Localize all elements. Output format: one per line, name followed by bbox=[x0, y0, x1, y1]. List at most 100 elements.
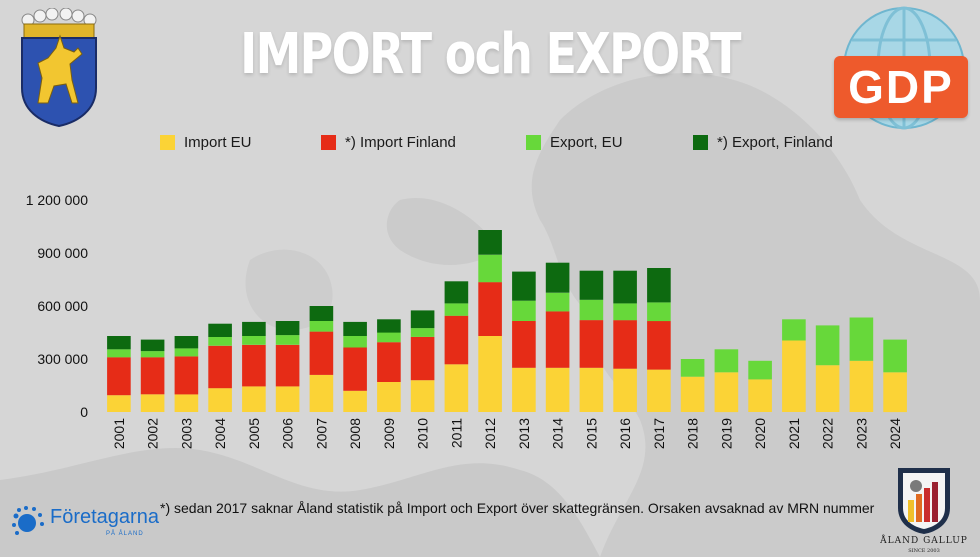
bar-segment-2005-series-0 bbox=[242, 386, 266, 412]
bar-segment-2022-series-0 bbox=[815, 365, 840, 412]
x-tick-label: 2010 bbox=[415, 418, 431, 449]
y-tick-label: 600 000 bbox=[37, 298, 88, 314]
bar-segment-2015-series-1 bbox=[579, 320, 604, 368]
bar-segment-2017-series-2 bbox=[647, 302, 671, 322]
bar-segment-2015-series-0 bbox=[579, 367, 604, 412]
x-tick-label: 2006 bbox=[280, 418, 296, 449]
bar-segment-2007-series-1 bbox=[309, 331, 334, 375]
gallup-since: SINCE 2003 bbox=[908, 548, 940, 554]
bar-segment-2020-series-0 bbox=[748, 379, 772, 412]
foretagarna-name: Företagarna bbox=[50, 506, 159, 528]
x-tick-label: 2014 bbox=[550, 418, 566, 449]
bar-segment-2008-series-1 bbox=[343, 347, 367, 391]
legend-label: Import EU bbox=[184, 133, 252, 151]
legend-label: Export, EU bbox=[550, 133, 623, 151]
x-tick-label: 2013 bbox=[516, 418, 532, 449]
x-tick-label: 2022 bbox=[820, 418, 836, 449]
bar-segment-2009-series-2 bbox=[377, 332, 401, 343]
bar-segment-2019-series-2 bbox=[714, 349, 739, 373]
bar-segment-2013-series-2 bbox=[512, 300, 536, 321]
bar-segment-2013-series-1 bbox=[512, 321, 536, 368]
bar-segment-2013-series-0 bbox=[512, 367, 536, 412]
x-tick-label: 2002 bbox=[145, 418, 161, 449]
legend-item-export-finland: *) Export, Finland bbox=[693, 130, 833, 154]
bar-segment-2012-series-1 bbox=[478, 282, 502, 336]
bar-segment-2023-series-2 bbox=[849, 317, 874, 361]
bar-segment-2011-series-3 bbox=[444, 281, 469, 304]
x-tick-label: 2012 bbox=[482, 418, 498, 449]
legend-item-import-finland: *) Import Finland bbox=[321, 130, 456, 154]
x-tick-label: 2018 bbox=[685, 418, 701, 449]
x-tick-label: 2017 bbox=[651, 418, 667, 449]
gallup-name: ÅLAND GALLUP bbox=[880, 536, 968, 546]
bar-segment-2006-series-0 bbox=[275, 386, 300, 412]
foretagarna-sub: PÅ ÅLAND bbox=[106, 531, 144, 537]
bar-segment-2005-series-3 bbox=[242, 321, 266, 336]
bar-segment-2003-series-2 bbox=[174, 348, 199, 357]
x-tick-label: 2024 bbox=[887, 418, 903, 449]
x-tick-label: 2019 bbox=[718, 418, 734, 449]
bar-segment-2002-series-2 bbox=[140, 351, 165, 358]
bar-segment-2006-series-1 bbox=[275, 344, 300, 387]
bar-segment-2009-series-0 bbox=[377, 382, 401, 412]
bar-segment-2015-series-3 bbox=[579, 270, 604, 300]
bar-segment-2015-series-2 bbox=[579, 299, 604, 321]
bar-segment-2014-series-3 bbox=[545, 262, 570, 293]
bar-segment-2002-series-1 bbox=[140, 357, 165, 395]
bar-segment-2004-series-3 bbox=[208, 323, 232, 337]
legend-item-export-eu: Export, EU bbox=[526, 130, 623, 154]
x-tick-label: 2001 bbox=[111, 418, 127, 449]
bar-segment-2011-series-0 bbox=[444, 364, 469, 412]
y-tick-label: 300 000 bbox=[37, 351, 88, 367]
bar-segment-2006-series-3 bbox=[275, 321, 300, 336]
bar-segment-2007-series-2 bbox=[309, 321, 334, 332]
bar-segment-2012-series-0 bbox=[478, 336, 502, 412]
bar-segment-2017-series-3 bbox=[647, 268, 671, 303]
footnote: *) sedan 2017 saknar Åland statistik på … bbox=[160, 500, 875, 516]
gdp-badge: GDP bbox=[834, 56, 968, 118]
bar-segment-2018-series-2 bbox=[680, 359, 705, 377]
bar-segment-2016-series-2 bbox=[613, 303, 637, 321]
bar-segment-2024-series-0 bbox=[883, 372, 907, 413]
aland-gallup-logo: ÅLAND GALLUP SINCE 2003 bbox=[876, 464, 972, 557]
bar-segment-2008-series-2 bbox=[343, 336, 367, 348]
bar-segment-2010-series-0 bbox=[410, 380, 435, 412]
x-tick-label: 2007 bbox=[313, 418, 329, 449]
bar-segment-2018-series-0 bbox=[680, 376, 705, 412]
x-tick-label: 2008 bbox=[347, 418, 363, 449]
x-tick-label: 2009 bbox=[381, 418, 397, 449]
bar-segment-2001-series-2 bbox=[107, 349, 131, 358]
bar-segment-2017-series-1 bbox=[647, 321, 671, 370]
bar-segment-2005-series-2 bbox=[242, 336, 266, 345]
bar-segment-2023-series-0 bbox=[849, 360, 874, 412]
foretagarna-dots-icon bbox=[12, 506, 44, 535]
bar-segment-2007-series-0 bbox=[309, 374, 334, 412]
x-tick-label: 2023 bbox=[853, 418, 869, 449]
aland-coat-of-arms-icon bbox=[21, 8, 97, 128]
chart-legend: Import EU *) Import Finland Export, EU *… bbox=[160, 130, 860, 154]
x-tick-label: 2003 bbox=[178, 418, 194, 449]
bar-segment-2004-series-2 bbox=[208, 336, 232, 346]
y-tick-label: 0 bbox=[80, 404, 88, 420]
bar-segment-2022-series-2 bbox=[815, 325, 840, 366]
bar-segment-2001-series-3 bbox=[107, 336, 131, 350]
bar-segment-2001-series-1 bbox=[107, 357, 131, 396]
bar-segment-2014-series-2 bbox=[545, 292, 570, 312]
bar-segment-2013-series-3 bbox=[512, 271, 536, 301]
page-title: IMPORT och EXPORT bbox=[240, 22, 741, 87]
legend-label: *) Export, Finland bbox=[717, 133, 833, 151]
bar-segment-2014-series-0 bbox=[545, 367, 570, 412]
legend-label: *) Import Finland bbox=[345, 133, 456, 151]
y-tick-label: 900 000 bbox=[37, 245, 88, 261]
foretagarna-logo: Företagarna PÅ ÅLAND bbox=[10, 506, 180, 546]
bar-segment-2012-series-2 bbox=[478, 254, 502, 283]
bar-segment-2002-series-3 bbox=[140, 339, 165, 352]
bar-segment-2024-series-2 bbox=[883, 339, 907, 373]
bar-segment-2016-series-3 bbox=[613, 270, 637, 304]
bar-segment-2006-series-2 bbox=[275, 335, 300, 345]
bar-segment-2003-series-1 bbox=[174, 356, 199, 395]
bar-segment-2017-series-0 bbox=[647, 369, 671, 412]
bar-segment-2007-series-3 bbox=[309, 306, 334, 321]
